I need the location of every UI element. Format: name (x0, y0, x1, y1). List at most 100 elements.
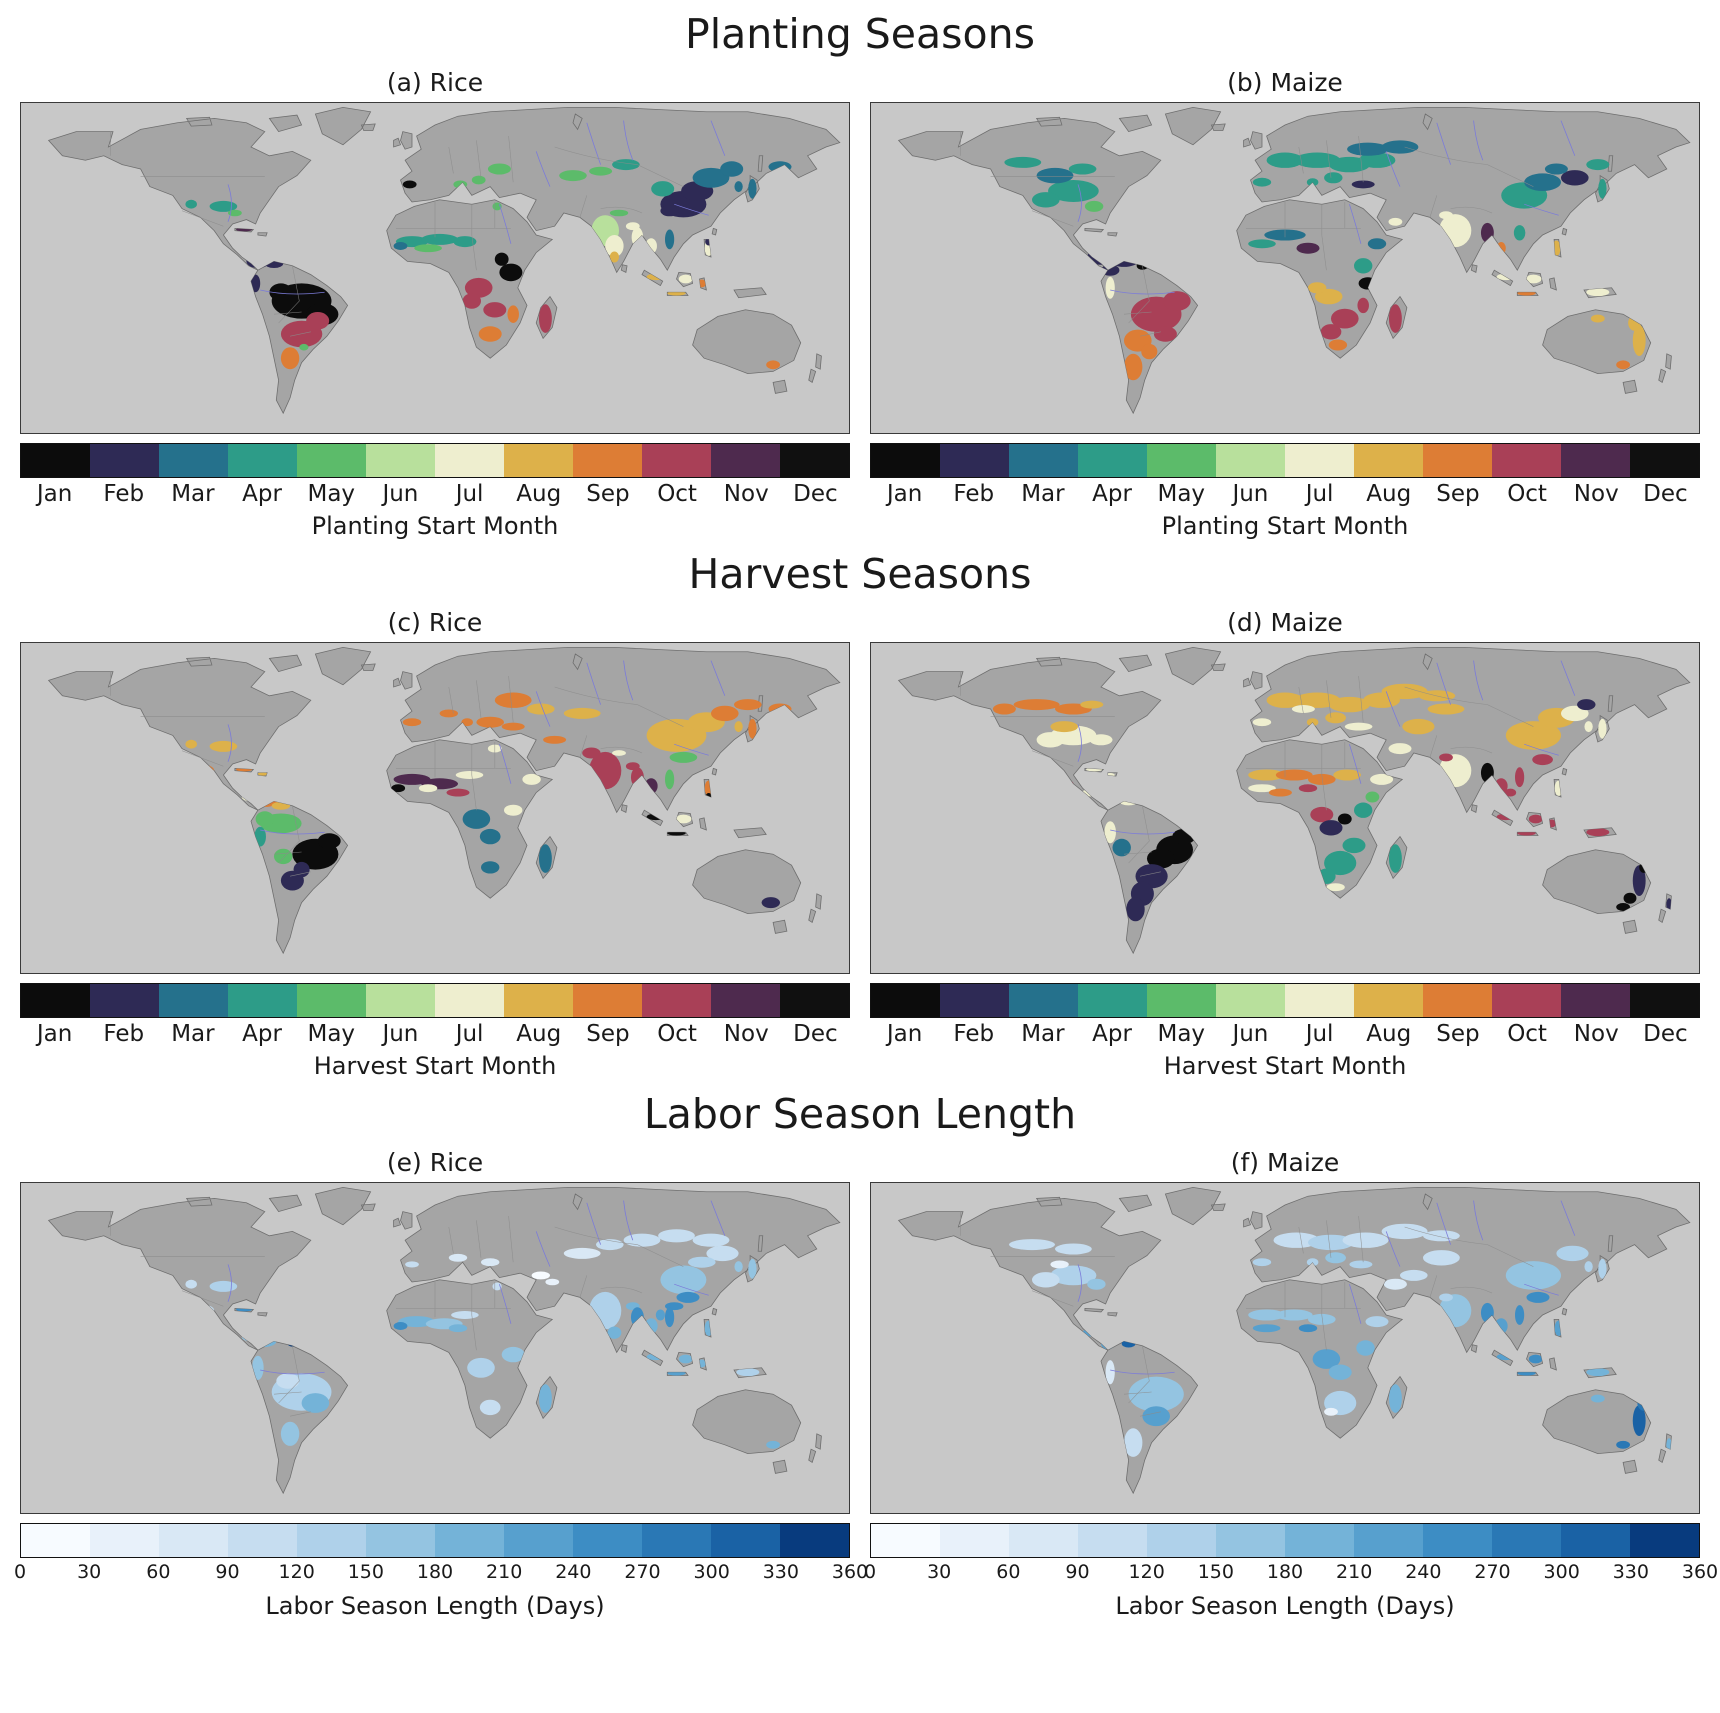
colorbar-segment (366, 984, 435, 1017)
colorbar-tick: 270 (1474, 1561, 1511, 1583)
colorbar-segment (159, 444, 228, 477)
colorbar-segment (940, 444, 1009, 477)
map-panel-f-maize-labor: (f) Maize 0 30 60 90 120 150 180 210 240 270 300 33… (864, 1142, 1718, 1620)
colorbar-tick: May (307, 481, 356, 507)
crop-regions (1009, 1223, 1672, 1457)
crop-region-blob (257, 771, 268, 776)
crop-region-blob (655, 1309, 665, 1321)
crop-region-blob (280, 1421, 300, 1446)
colorbar-segment (228, 1524, 297, 1557)
crop-region-blob (1532, 754, 1553, 766)
colorbar-segment (1078, 1524, 1147, 1557)
crop-region-blob (487, 163, 511, 175)
crop-region-blob (1347, 142, 1389, 156)
panel-title: (d) Maize (1227, 608, 1343, 637)
crop-region-blob (1324, 172, 1343, 184)
crop-region-blob (185, 1279, 197, 1289)
world-map (21, 103, 849, 433)
panel-row-harvest: (c) Rice Jan Feb Mar Apr May Jun Jul Aug Sep Oct N… (0, 602, 1720, 1080)
crop-region-blob (678, 274, 693, 284)
crop-region-blob (209, 740, 238, 752)
crop-region-blob (1312, 1349, 1341, 1369)
colorbar-label: Labor Season Length (Days) (265, 1592, 605, 1620)
colorbar-segment (1492, 1524, 1561, 1557)
crop-region-blob (1291, 705, 1315, 713)
crop-region-blob (269, 283, 293, 301)
panel-title: (a) Rice (386, 68, 484, 97)
colorbar-segment (1561, 444, 1630, 477)
colorbar-tick: Apr (242, 1021, 282, 1047)
crop-region-blob (589, 166, 613, 176)
crop-region-blob (1084, 200, 1104, 212)
colorbar (20, 1523, 850, 1558)
colorbar-segment (1078, 984, 1147, 1017)
colorbar-tick: 180 (1266, 1561, 1304, 1583)
colorbar-segment (780, 984, 849, 1017)
crop-region-blob (1616, 360, 1630, 370)
colorbar-segment (573, 984, 642, 1017)
crop-region-blob (1009, 1239, 1055, 1251)
crop-region-blob (612, 750, 626, 756)
crop-region-blob (1517, 291, 1536, 296)
colorbar-segment (1492, 444, 1561, 477)
crop-region-blob (1331, 308, 1359, 329)
colorbar-tick: Mar (1021, 1021, 1065, 1047)
crop-region-blob (563, 707, 601, 719)
crop-region-blob (734, 721, 743, 733)
crop-region-blob (494, 252, 509, 266)
crop-region-blob (1124, 353, 1143, 381)
colorbar-segment (1009, 1524, 1078, 1557)
colorbar-tick: 30 (77, 1561, 102, 1583)
colorbar-label: Planting Start Month (311, 512, 559, 540)
colorbar-segment (871, 444, 940, 477)
crop-region-blob (1004, 156, 1042, 168)
crop-region-blob (299, 343, 309, 351)
colorbar-segment (1216, 1524, 1285, 1557)
colorbar-tick: 150 (347, 1561, 384, 1583)
section-harvest: Harvest Seasons (c) Rice Jan Feb Mar Apr May… (0, 550, 1720, 1080)
crop-region-blob (1013, 699, 1060, 711)
section-title-planting: Planting Seasons (685, 10, 1035, 58)
crop-region-blob (1524, 173, 1561, 191)
crop-region-blob (675, 814, 692, 824)
crop-region-blob (1586, 159, 1610, 171)
crop-region-blob (453, 236, 477, 248)
colorbar-segment (90, 984, 159, 1017)
crop-region-blob (1308, 1313, 1336, 1325)
colorbar-tick: Feb (103, 481, 145, 507)
crop-region-blob (1598, 178, 1607, 199)
colorbar-tick: Nov (723, 1021, 769, 1047)
world-map (871, 1183, 1699, 1513)
colorbar-segment (1423, 984, 1492, 1017)
colorbar-label: Planting Start Month (1161, 512, 1409, 540)
crop-region-blob (1586, 288, 1610, 297)
colorbar-label: Harvest Start Month (313, 1052, 557, 1080)
map-panel-e-rice-labor: (e) Rice 0 30 60 90 120 150 180 210 240 270 300 330… (14, 1142, 868, 1620)
colorbar-tick: Aug (1366, 1021, 1412, 1047)
colorbar-tick: Mar (1021, 481, 1065, 507)
crop-region-blob (1087, 1278, 1106, 1290)
crop-region-blob (538, 844, 552, 873)
colorbar-tick: 330 (762, 1561, 799, 1583)
crop-region-blob (1388, 743, 1412, 755)
crop-region-blob (1310, 806, 1334, 823)
crop-region-blob (1036, 167, 1074, 184)
crop-region-blob (748, 718, 757, 739)
colorbar (870, 443, 1700, 478)
crop-region-blob (255, 811, 274, 827)
colorbar-segment (1354, 444, 1423, 477)
colorbar-tick: Dec (1643, 481, 1688, 507)
colorbar-tick: Jan (886, 1021, 923, 1047)
crop-region-blob (665, 1307, 675, 1328)
colorbar-tick: 300 (693, 1561, 730, 1583)
colorbar-segment (1285, 984, 1354, 1017)
colorbar-segment (159, 1524, 228, 1557)
crop-region-blob (1050, 1265, 1097, 1286)
colorbar-segment (1423, 444, 1492, 477)
crop-region-blob (1319, 820, 1343, 836)
colorbar-tick: Feb (953, 1021, 995, 1047)
crop-region-blob (1577, 699, 1596, 711)
colorbar-segment (228, 984, 297, 1017)
crop-region-blob (1268, 788, 1292, 797)
crop-region-blob (538, 1384, 552, 1413)
